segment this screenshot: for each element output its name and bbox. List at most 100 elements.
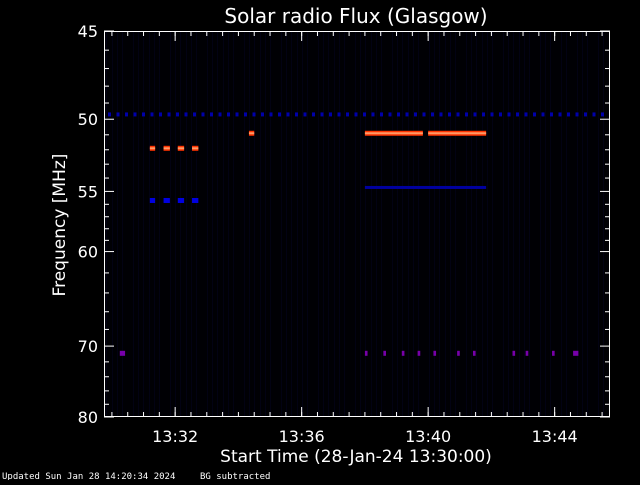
interference-dash <box>592 112 596 117</box>
interference-dash <box>329 112 332 117</box>
noise-streak <box>265 31 266 417</box>
noise-streak <box>381 31 382 417</box>
interference-dash <box>524 112 528 117</box>
noise-streak <box>323 31 324 417</box>
interference-dash <box>558 112 562 117</box>
interference-dash <box>541 112 545 117</box>
plot-frame <box>104 31 610 417</box>
noise-streak <box>503 31 504 417</box>
interference-dash <box>397 112 400 117</box>
interference-dash <box>303 112 307 117</box>
noise-streak <box>106 31 107 417</box>
noise-streak <box>186 31 187 417</box>
interference-dash <box>184 112 188 117</box>
noise-streak <box>466 31 467 417</box>
interference-dash <box>371 112 375 117</box>
noise-streak <box>138 31 139 417</box>
noise-streak <box>566 31 567 417</box>
noise-streak <box>476 31 477 417</box>
noise-streak <box>434 31 435 417</box>
noise-streak <box>291 31 292 417</box>
noise-streak <box>482 31 483 417</box>
noise-streak <box>455 31 456 417</box>
interference-dash <box>482 112 485 117</box>
emission-burst-mid <box>525 350 529 356</box>
chart-title: Solar radio Flux (Glasgow) <box>224 4 487 28</box>
interference-dash <box>312 112 315 117</box>
noise-streak <box>228 31 229 417</box>
footer-updated: Updated Sun Jan 28 14:20:34 2024 <box>2 472 175 480</box>
noise-streak <box>286 31 287 417</box>
y-tick-label: 45 <box>78 22 98 41</box>
noise-streak <box>344 31 345 417</box>
interference-dash <box>473 112 477 117</box>
noise-streak <box>170 31 171 417</box>
emission-burst-core <box>149 147 156 150</box>
interference-dash <box>567 112 570 117</box>
interference-dash <box>159 112 162 117</box>
x-axis-label: Start Time (28-Jan-24 13:30:00) <box>220 447 492 467</box>
emission-burst-mid <box>401 350 405 356</box>
noise-streak <box>540 31 541 417</box>
interference-dash <box>116 112 120 117</box>
noise-streak <box>376 31 377 417</box>
noise-streak <box>196 31 197 417</box>
interference-dash <box>269 112 273 117</box>
interference-dash <box>176 112 179 117</box>
interference-dash <box>507 112 511 117</box>
interference-dash <box>218 112 222 117</box>
interference-dash <box>210 112 213 117</box>
emission-burst-mid <box>364 350 368 356</box>
interference-dash <box>465 112 468 117</box>
noise-streak <box>402 31 403 417</box>
x-tick-label: 13:40 <box>405 427 451 446</box>
noise-streak <box>471 31 472 417</box>
interference-dash <box>550 112 553 117</box>
interference-dash <box>516 112 519 117</box>
emission-burst-mid <box>383 350 386 356</box>
noise-streak <box>445 31 446 417</box>
interference-dash <box>150 112 154 117</box>
noise-streak <box>392 31 393 417</box>
noise-streak <box>439 31 440 417</box>
noise-streak <box>175 31 176 417</box>
interference-dash <box>295 112 298 117</box>
y-axis-ticks: 45 50 55 60 70 80 <box>78 22 610 427</box>
interference-dash <box>227 112 230 117</box>
y-tick-label: 50 <box>78 110 98 129</box>
emission-burst-low <box>364 185 487 189</box>
noise-streak <box>112 31 113 417</box>
emission-burst-mid <box>119 350 126 356</box>
interference-dash <box>346 112 349 117</box>
noise-streak <box>223 31 224 417</box>
noise-streak <box>492 31 493 417</box>
noise-streak <box>577 31 578 417</box>
noise-streak <box>365 31 366 417</box>
interference-dash <box>354 112 358 117</box>
noise-streak <box>233 31 234 417</box>
noise-streak <box>397 31 398 417</box>
interference-dash <box>133 112 137 117</box>
noise-streak <box>524 31 525 417</box>
interference-dash <box>278 112 281 117</box>
noise-streak <box>355 31 356 417</box>
interference-dash <box>261 112 264 117</box>
interference-dash <box>456 112 460 117</box>
noise-streak <box>318 31 319 417</box>
noise-streak <box>207 31 208 417</box>
interference-dash <box>193 112 196 117</box>
background-noise-streaks <box>106 31 604 417</box>
interference-dash <box>235 112 239 117</box>
emission-burst-core <box>192 147 199 150</box>
axes: 45 50 55 60 70 80 13:32 13:36 13:40 13:44 <box>78 22 610 446</box>
emission-burst-mid <box>417 350 421 356</box>
noise-streak <box>302 31 303 417</box>
interference-dash <box>380 112 383 117</box>
noise-streak <box>598 31 599 417</box>
interference-dash <box>286 112 290 117</box>
emission-bursts <box>119 130 579 356</box>
noise-streak <box>180 31 181 417</box>
y-axis-label: Frequency [MHz] <box>50 154 70 297</box>
noise-streak <box>603 31 604 417</box>
